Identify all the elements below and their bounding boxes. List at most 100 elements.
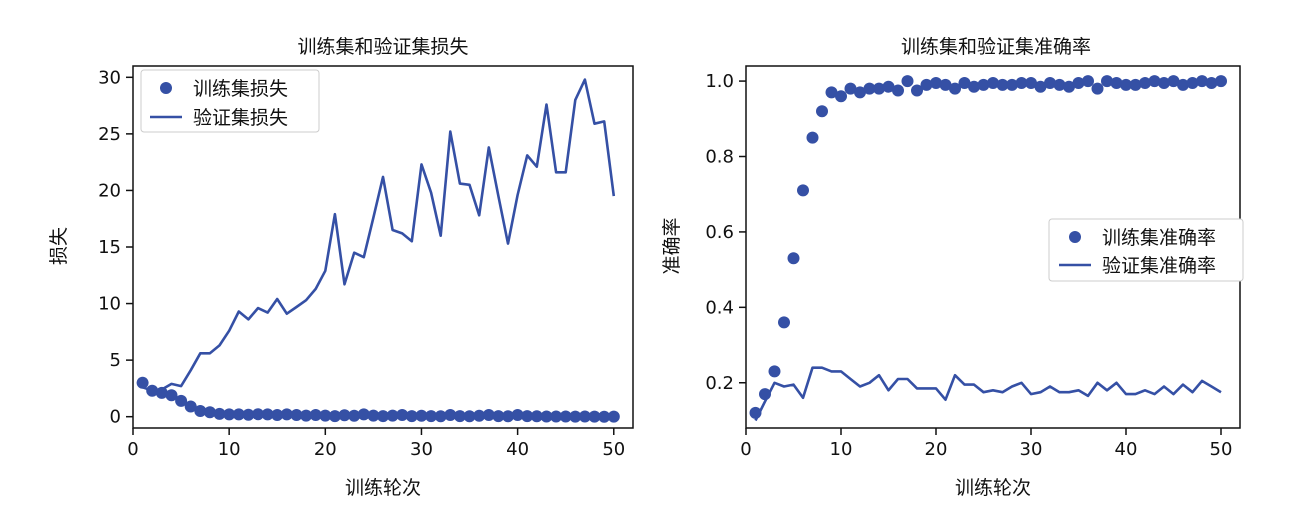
accuracy-point bbox=[1148, 75, 1161, 88]
loss-point bbox=[425, 410, 438, 423]
accuracy-chart: 训练集和验证集准确率 准确率 训练轮次 0 10 20 30 40 50 0.2 0.4 0.6… bbox=[661, 36, 1244, 499]
legend-marker-train-acc bbox=[1069, 231, 1081, 243]
accuracy-chart-legend: 训练集准确率 验证集准确率 bbox=[1048, 218, 1244, 282]
accuracy-point bbox=[778, 316, 790, 329]
loss-point bbox=[300, 409, 313, 422]
loss-point bbox=[232, 408, 245, 421]
accuracy-point bbox=[1158, 77, 1170, 89]
loss-point bbox=[492, 410, 505, 423]
loss-point bbox=[588, 410, 601, 423]
accuracy-point bbox=[768, 365, 781, 378]
loss-point bbox=[261, 408, 274, 421]
loss-point bbox=[386, 409, 399, 422]
accuracy-x-tick-label: 10 bbox=[830, 439, 853, 460]
accuracy-point bbox=[844, 82, 857, 95]
accuracy-point bbox=[1167, 75, 1180, 88]
loss-chart-title: 训练集和验证集损失 bbox=[297, 36, 468, 58]
accuracy-y-tick-label: 0.6 bbox=[705, 222, 734, 243]
accuracy-point bbox=[1139, 77, 1151, 89]
accuracy-point bbox=[1215, 75, 1227, 88]
loss-point bbox=[271, 409, 284, 421]
accuracy-point bbox=[1186, 77, 1199, 89]
loss-point bbox=[319, 409, 332, 422]
accuracy-point bbox=[1091, 82, 1104, 95]
loss-chart-ylabel: 损失 bbox=[48, 227, 70, 265]
loss-chart: 训练集和验证集损失 损失 训练轮次 0 10 20 30 40 50 0 5 10 15 20 25 3… bbox=[48, 36, 634, 499]
accuracy-point bbox=[1120, 78, 1132, 91]
accuracy-chart-xlabel: 训练轮次 bbox=[955, 477, 1031, 499]
loss-point bbox=[338, 409, 351, 422]
accuracy-point bbox=[1063, 80, 1075, 93]
loss-point bbox=[482, 409, 495, 421]
accuracy-point bbox=[1110, 77, 1123, 89]
legend-label-train-acc: 训练集准确率 bbox=[1102, 227, 1216, 249]
loss-point bbox=[405, 410, 418, 423]
accuracy-point bbox=[1205, 77, 1218, 89]
loss-x-tick-label: 50 bbox=[602, 439, 625, 460]
loss-point bbox=[396, 409, 409, 421]
accuracy-y-tick-label: 0.8 bbox=[705, 147, 734, 168]
accuracy-point bbox=[1177, 78, 1189, 91]
loss-point bbox=[136, 376, 149, 389]
accuracy-point bbox=[1006, 78, 1018, 91]
accuracy-point bbox=[996, 78, 1009, 91]
legend-label-val-loss: 验证集损失 bbox=[193, 107, 288, 129]
loss-point bbox=[309, 409, 322, 421]
loss-x-tick-label: 30 bbox=[410, 439, 433, 460]
accuracy-point bbox=[968, 80, 980, 93]
accuracy-series-line-1 bbox=[754, 366, 1222, 422]
loss-point bbox=[578, 410, 591, 423]
accuracy-point bbox=[835, 90, 847, 103]
loss-x-tick-label: 40 bbox=[506, 439, 529, 460]
accuracy-point bbox=[1082, 75, 1094, 88]
accuracy-point bbox=[911, 84, 923, 97]
loss-point bbox=[598, 410, 611, 423]
loss-point bbox=[184, 400, 197, 413]
accuracy-point bbox=[958, 77, 971, 89]
loss-y-tick-label: 0 bbox=[110, 407, 121, 428]
accuracy-chart-title: 训练集和验证集准确率 bbox=[901, 36, 1091, 58]
loss-point bbox=[223, 408, 236, 421]
accuracy-chart-marks bbox=[749, 75, 1227, 422]
accuracy-point bbox=[892, 84, 904, 97]
loss-point bbox=[434, 410, 447, 423]
loss-point bbox=[569, 410, 582, 423]
accuracy-point bbox=[901, 75, 914, 88]
loss-point bbox=[213, 407, 226, 420]
loss-y-tick-label: 10 bbox=[98, 294, 121, 315]
loss-point bbox=[280, 408, 293, 421]
accuracy-point bbox=[977, 78, 990, 91]
legend-frame bbox=[1048, 218, 1244, 282]
legend-frame bbox=[140, 69, 320, 133]
accuracy-point bbox=[797, 184, 809, 197]
loss-point bbox=[540, 410, 553, 423]
loss-point bbox=[242, 408, 255, 421]
loss-point bbox=[328, 410, 341, 423]
legend-label-val-acc: 验证集准确率 bbox=[1102, 255, 1216, 277]
loss-chart-legend: 训练集损失 验证集损失 bbox=[140, 69, 320, 133]
loss-series-line-1 bbox=[142, 78, 616, 393]
loss-chart-xlabel: 训练轮次 bbox=[345, 477, 421, 499]
loss-y-tick-label: 25 bbox=[98, 124, 121, 145]
accuracy-point bbox=[882, 80, 895, 93]
loss-point bbox=[473, 409, 486, 422]
accuracy-x-tick-label: 50 bbox=[1210, 439, 1233, 460]
accuracy-y-tick-label: 1.0 bbox=[705, 71, 734, 92]
accuracy-point bbox=[863, 82, 876, 95]
accuracy-y-tick-label: 0.2 bbox=[705, 373, 734, 394]
loss-point bbox=[511, 409, 524, 421]
accuracy-point bbox=[920, 78, 933, 91]
accuracy-point bbox=[987, 77, 999, 89]
legend-marker-train-loss bbox=[160, 82, 172, 94]
accuracy-point bbox=[1015, 77, 1028, 89]
accuracy-chart-ylabel: 准确率 bbox=[661, 217, 683, 274]
accuracy-point bbox=[1101, 75, 1113, 88]
accuracy-point bbox=[1034, 80, 1047, 93]
accuracy-point bbox=[1196, 75, 1208, 88]
loss-y-tick-label: 5 bbox=[110, 350, 121, 371]
accuracy-x-tick-label: 30 bbox=[1020, 439, 1043, 460]
accuracy-point bbox=[939, 78, 952, 91]
accuracy-point bbox=[787, 252, 800, 265]
loss-point bbox=[559, 410, 572, 423]
